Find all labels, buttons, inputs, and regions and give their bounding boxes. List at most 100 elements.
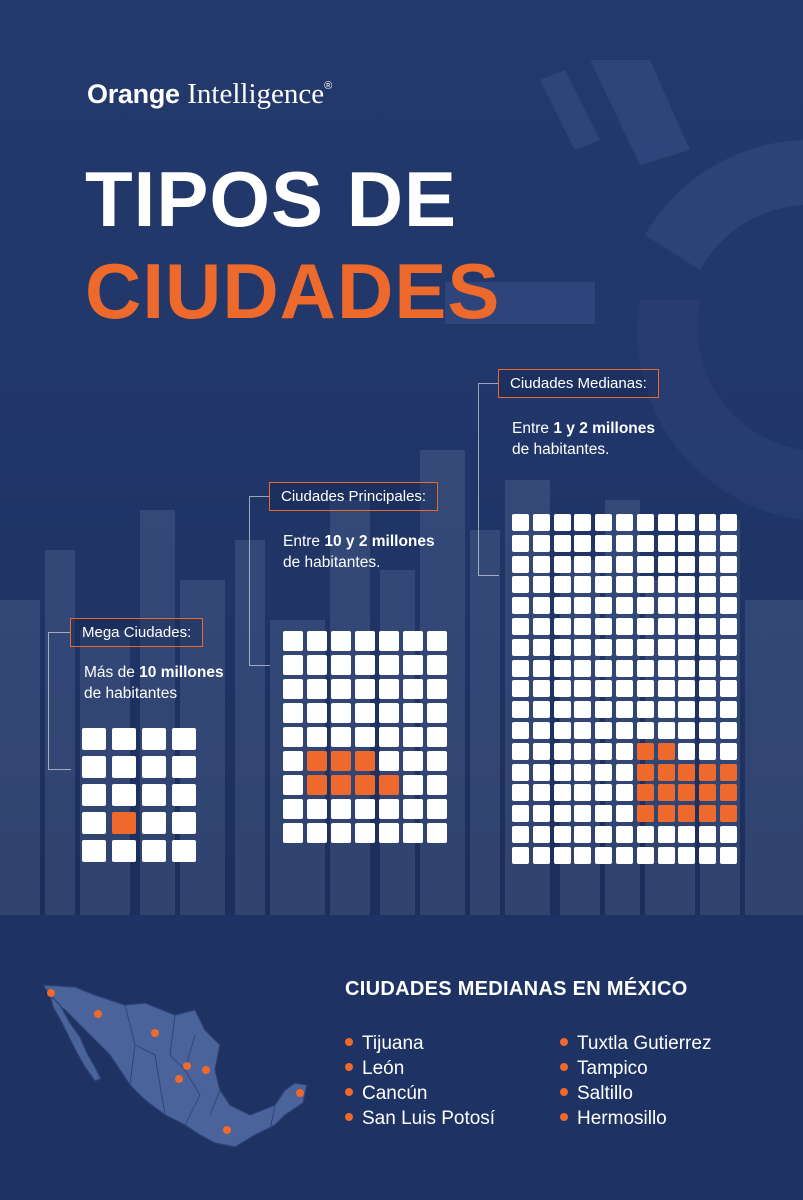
grid-cell <box>142 784 166 806</box>
city-name: Tampico <box>577 1058 648 1079</box>
grid-cell <box>678 742 696 760</box>
grid-cell <box>699 514 717 531</box>
principales-description: Entre 10 y 2 millones de habitantes. <box>283 531 435 573</box>
grid-cell <box>512 846 529 864</box>
medianas-desc-pre: Entre <box>512 420 554 437</box>
bullet-icon <box>560 1037 568 1046</box>
grid-cell <box>427 655 447 675</box>
mega-desc-line2: de habitantes <box>84 685 178 702</box>
city-item: Cancún <box>345 1083 428 1105</box>
city-item: Tampico <box>560 1058 648 1080</box>
grid-cell <box>403 703 423 723</box>
grid-cell <box>331 799 351 819</box>
grid-cell <box>595 825 613 843</box>
grid-cell <box>142 756 166 778</box>
grid-cell <box>142 812 166 834</box>
grid-cell <box>283 775 303 795</box>
grid-cell <box>355 631 375 651</box>
grid-cell <box>379 631 399 651</box>
grid-cell <box>307 655 327 675</box>
grid-cell <box>636 680 654 698</box>
grid-cell <box>678 597 696 615</box>
grid-cell <box>636 721 654 739</box>
grid-cell <box>403 631 423 651</box>
grid-cell <box>283 679 303 699</box>
grid-cell <box>636 555 654 573</box>
grid-cell <box>699 617 717 635</box>
city-name: Saltillo <box>577 1083 633 1104</box>
grid-cell <box>615 742 633 760</box>
principales-desc-bold: 10 y 2 millones <box>324 533 435 550</box>
grid-cell <box>719 617 737 635</box>
grid-cell <box>532 555 550 573</box>
bullet-icon <box>560 1062 568 1071</box>
grid-cell <box>142 840 166 862</box>
bullet-icon <box>345 1062 353 1071</box>
grid-cell <box>574 638 592 656</box>
grid-cell <box>512 659 529 677</box>
grid-cell <box>615 680 633 698</box>
grid-cell <box>615 825 633 843</box>
grid-cell <box>427 679 447 699</box>
grid-cell <box>512 825 529 843</box>
grid-cell <box>172 728 196 750</box>
grid-cell-highlighted <box>719 784 737 802</box>
grid-cell <box>636 825 654 843</box>
grid-cell <box>574 680 592 698</box>
city-name: León <box>362 1058 405 1079</box>
grid-cell <box>678 701 696 719</box>
grid-cell <box>574 763 592 781</box>
grid-cell <box>512 805 529 823</box>
grid-cell <box>595 721 613 739</box>
grid-cell <box>595 555 613 573</box>
grid-cell <box>142 728 166 750</box>
grid-cell <box>678 534 696 552</box>
grid-cell <box>553 514 571 531</box>
grid-cell <box>615 805 633 823</box>
grid-cell <box>574 576 592 594</box>
state-borders <box>124 1004 276 1131</box>
city-name: San Luis Potosí <box>362 1108 496 1129</box>
grid-cell <box>657 514 675 531</box>
grid-cell <box>512 742 529 760</box>
grid-cell <box>512 597 529 615</box>
grid-cell <box>379 703 399 723</box>
grid-cell-highlighted <box>331 751 351 771</box>
grid-cell-highlighted <box>636 742 654 760</box>
grid-cell <box>427 799 447 819</box>
grid-cell <box>678 555 696 573</box>
grid-cell <box>719 638 737 656</box>
city-name: Tijuana <box>362 1033 424 1054</box>
grid-cell <box>331 679 351 699</box>
grid-cell <box>595 742 613 760</box>
city-marker <box>175 1075 183 1083</box>
grid-cell-highlighted <box>636 784 654 802</box>
grid-cell <box>657 576 675 594</box>
grid-cell <box>615 846 633 864</box>
mega-desc-pre: Más de <box>84 664 140 681</box>
grid-cell <box>379 799 399 819</box>
city-marker <box>183 1062 191 1070</box>
principales-label: Ciudades Principales: <box>269 482 439 511</box>
grid-cell-highlighted <box>657 763 675 781</box>
grid-cell <box>699 742 717 760</box>
medianas-desc-line2: de habitantes. <box>512 441 610 458</box>
grid-cell <box>553 534 571 552</box>
grid-cell <box>532 701 550 719</box>
grid-cell <box>532 784 550 802</box>
city-name: Hermosillo <box>577 1108 667 1129</box>
grid-cell <box>615 617 633 635</box>
grid-cell <box>553 825 571 843</box>
grid-cell-highlighted <box>331 775 351 795</box>
grid-cell <box>331 655 351 675</box>
grid-cell-highlighted <box>379 775 399 795</box>
grid-cell <box>719 597 737 615</box>
bullet-icon <box>560 1087 568 1096</box>
grid-cell <box>172 812 196 834</box>
grid-cell <box>595 514 613 531</box>
headline-line-2: CIUDADES <box>85 247 501 335</box>
grid-cell <box>699 576 717 594</box>
city-name: Tuxtla Gutierrez <box>577 1033 712 1054</box>
grid-cell <box>699 534 717 552</box>
